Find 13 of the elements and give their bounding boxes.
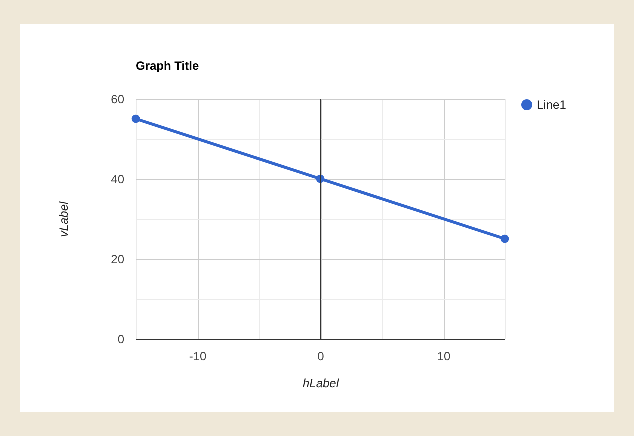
y-tick-label: 60 bbox=[111, 92, 125, 106]
x-tick-label: -10 bbox=[189, 350, 207, 364]
x-axis-title: hLabel bbox=[302, 376, 340, 390]
point bbox=[500, 234, 510, 244]
legend-label: Line1 bbox=[537, 98, 567, 112]
x-tick-label: 10 bbox=[437, 350, 451, 364]
chart-title: Graph Title bbox=[136, 59, 200, 73]
point bbox=[132, 114, 140, 124]
x-tick-label: 0 bbox=[318, 350, 325, 364]
y-tick-label: 0 bbox=[118, 332, 125, 346]
y-tick-label: 40 bbox=[111, 172, 125, 186]
y-tick-label: 20 bbox=[111, 252, 125, 266]
y-axis-title: vLabel bbox=[57, 201, 72, 238]
